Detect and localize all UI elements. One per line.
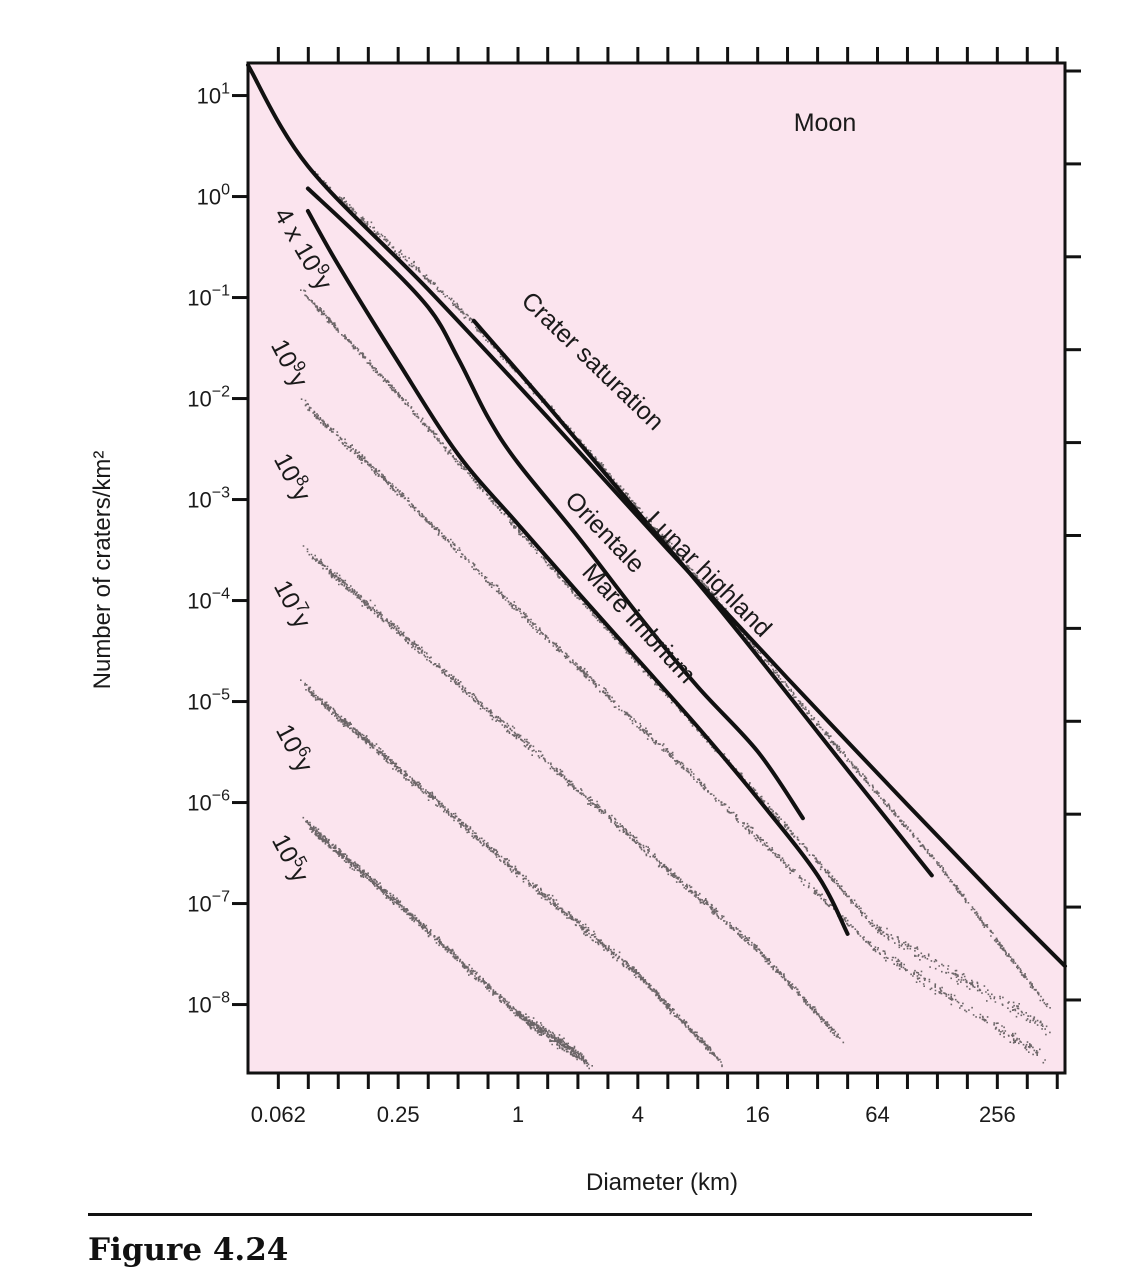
curve-mare-imbrium [305,209,850,936]
y-tick-base: 10 [197,185,221,210]
y-tick-exponent: −3 [212,485,230,502]
isochron-band [300,679,723,1068]
y-tick-exponent: −4 [212,586,230,603]
plot-frame [246,61,1067,1075]
y-tick-label: 100 [197,182,230,210]
y-tick-base: 10 [187,589,211,614]
curve-layer [246,63,1067,969]
isochron-band [302,816,593,1070]
y-tick-exponent: −6 [212,788,230,805]
x-tick-label: 4 [632,1102,644,1127]
y-tick-label: 10−1 [187,283,230,311]
isochron-bands [300,171,1051,1070]
y-tick-base: 10 [197,84,221,109]
y-tick-label: 10−4 [187,586,230,614]
x-tick-label: 1 [512,1102,524,1127]
y-tick-base: 10 [187,892,211,917]
y-tick-exponent: −5 [212,687,230,704]
y-axis-title: Number of craters/km² [89,451,116,690]
isochron-band [302,545,845,1044]
y-tick-label: 10−3 [187,485,230,513]
y-tick-label: 10−6 [187,788,230,816]
isochron-stipple [302,545,845,1044]
y-tick-label: 101 [197,81,230,109]
x-tick-label: 16 [745,1102,769,1127]
y-tick-base: 10 [187,488,211,513]
y-tick-base: 10 [187,993,211,1018]
y-tick-label: 10−7 [187,889,230,917]
y-tick-exponent: 1 [221,81,230,98]
y-tick-label: 10−5 [187,687,230,715]
x-tick-label: 256 [979,1102,1016,1127]
y-tick-exponent: −2 [212,384,230,401]
y-tick-exponent: −1 [212,283,230,300]
y-tick-label: 10−8 [187,990,230,1018]
y-tick-exponent: −8 [212,990,230,1007]
y-tick-base: 10 [187,690,211,715]
y-tick-label: 10−2 [187,384,230,412]
panel-label: Moon [794,109,857,137]
curve-orientale [305,186,805,821]
isochron-stipple [300,679,723,1068]
plot-background [248,63,1065,1073]
y-tick-base: 10 [187,791,211,816]
axis-ticks [232,47,1081,1089]
y-tick-exponent: −7 [212,889,230,906]
curve-lunar-highland [471,318,934,878]
figure-caption: Figure 4.24 [88,1232,289,1268]
x-axis-title: Diameter (km) [586,1169,738,1196]
isochron-stipple [302,816,593,1070]
x-tick-label: 64 [865,1102,889,1127]
x-tick-label: 0.062 [251,1102,306,1127]
y-tick-base: 10 [187,286,211,311]
caption-divider [88,1213,1032,1216]
y-tick-base: 10 [187,387,211,412]
x-tick-label: 0.25 [377,1102,420,1127]
y-tick-exponent: 0 [221,182,230,199]
